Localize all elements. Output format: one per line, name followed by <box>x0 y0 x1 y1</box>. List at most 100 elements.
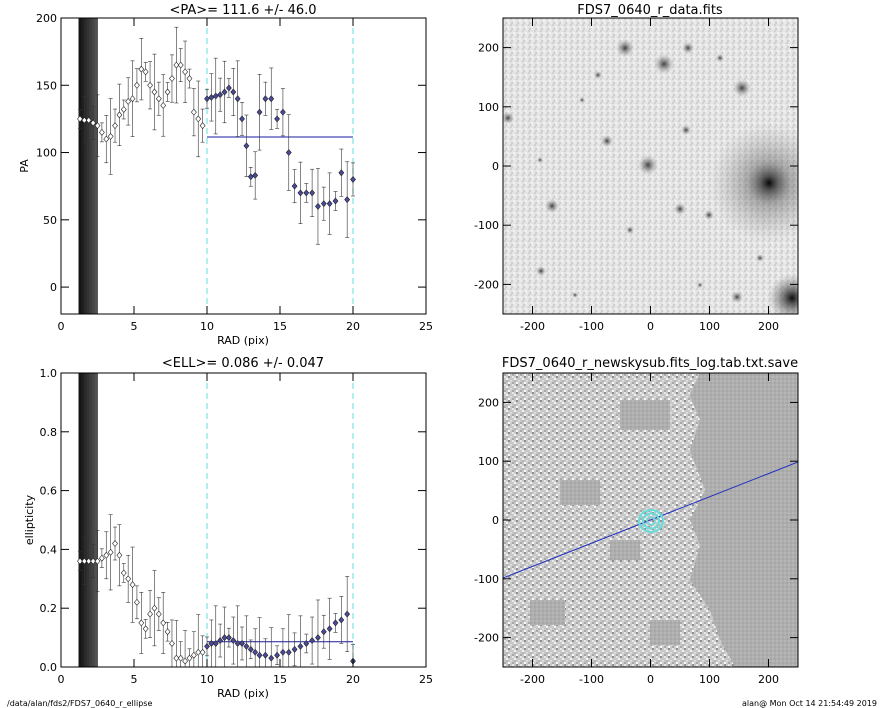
data-point <box>338 616 345 624</box>
data-point <box>303 640 310 647</box>
y-tick-label: -100 <box>474 573 499 586</box>
center-band <box>83 373 88 667</box>
data-point <box>326 200 333 208</box>
pa-direction-line <box>503 461 798 579</box>
y-tick-label: 0 <box>492 514 499 527</box>
bright-star <box>768 274 798 314</box>
data-point <box>90 557 97 565</box>
pa-y-ticks: 0 50 100 150 200 <box>36 12 426 294</box>
data-point <box>125 575 132 583</box>
data-point <box>297 189 304 197</box>
x-tick-label: 25 <box>419 673 433 686</box>
x-tick-label: 100 <box>699 320 720 333</box>
y-tick-label: 0 <box>492 160 499 173</box>
data-point <box>320 200 327 208</box>
data-point <box>164 88 171 96</box>
image-pixels <box>503 18 798 314</box>
data-point <box>190 651 197 659</box>
data-point <box>85 557 92 565</box>
data-point <box>112 540 118 547</box>
data-point <box>315 634 321 642</box>
data-point <box>147 81 153 89</box>
center-band <box>78 373 83 667</box>
data-point <box>173 61 180 69</box>
x-tick-label: 0 <box>647 320 654 333</box>
x-tick-label: 10 <box>200 320 214 333</box>
pa-axes-frame <box>60 17 427 315</box>
x-tick-label: 10 <box>200 673 214 686</box>
x-tick-label: 0 <box>58 320 65 333</box>
data-point <box>256 108 263 116</box>
x-tick-label: -200 <box>520 673 545 686</box>
data-point <box>112 122 118 130</box>
pa-y-label: PA <box>18 159 31 173</box>
data-point <box>221 88 228 96</box>
data-point <box>217 91 224 99</box>
data-point <box>309 189 316 197</box>
data-point <box>315 202 321 210</box>
ell-y-label: ellipticity <box>23 494 36 545</box>
data-point <box>134 81 140 89</box>
data-point <box>142 68 149 76</box>
data-point <box>234 640 241 647</box>
y-tick-label: 0.6 <box>40 485 58 498</box>
center-band <box>86 373 91 667</box>
data-point <box>320 628 327 636</box>
y-tick-label: 100 <box>478 101 499 114</box>
data-point <box>268 95 275 103</box>
data-point <box>226 634 232 642</box>
data-point <box>169 640 175 647</box>
data-point <box>125 97 132 105</box>
data-point <box>239 640 245 647</box>
center-band <box>91 18 96 314</box>
data-point <box>151 604 158 612</box>
data-point <box>129 95 136 103</box>
ell-panel: <ELL>= 0.086 +/- 0.047 0 5 10 15 20 25 0.0 0.2… <box>23 356 433 700</box>
ell-axes-frame <box>60 372 427 668</box>
data-point <box>81 116 88 124</box>
x-tick-label: 20 <box>346 673 360 686</box>
data-point <box>177 61 184 69</box>
data-point <box>199 122 206 130</box>
data-point <box>94 122 101 130</box>
data-point <box>332 619 339 627</box>
y-tick-label: 0.2 <box>40 602 58 615</box>
y-tick-label: 0 <box>50 281 57 294</box>
data-point <box>160 619 167 627</box>
center-band <box>83 18 88 314</box>
data-point <box>195 648 202 656</box>
data-point <box>303 189 310 197</box>
data-point <box>256 651 263 659</box>
footer-path: /data/alan/fds2/FDS7_0640_r_ellipse <box>7 699 153 708</box>
data-point <box>177 654 184 662</box>
ell-title: <ELL>= 0.086 +/- 0.047 <box>162 356 324 371</box>
y-tick-label: 200 <box>478 396 499 409</box>
y-tick-label: 100 <box>478 455 499 468</box>
data-point <box>326 625 333 633</box>
data-point <box>155 610 162 618</box>
y-tick-label: 0.0 <box>40 661 58 674</box>
mask-title: FDS7_0640_r_newskysub.fits_log.tab.txt.s… <box>502 356 798 371</box>
x-tick-label: 100 <box>699 673 720 686</box>
image-y-ticks: -200 -100 0 100 200 <box>474 42 798 291</box>
center-band <box>81 373 85 667</box>
masked-region <box>690 373 798 667</box>
data-point <box>103 135 110 143</box>
x-tick-label: 25 <box>419 320 433 333</box>
galaxy-core <box>747 161 791 205</box>
pa-x-ticks: 0 5 10 15 20 25 <box>58 18 433 333</box>
data-point <box>230 637 237 645</box>
x-tick-label: 15 <box>273 673 287 686</box>
x-tick-label: -200 <box>520 320 545 333</box>
y-tick-label: 1.0 <box>40 367 58 380</box>
y-tick-label: 150 <box>36 79 57 92</box>
data-point <box>268 654 275 662</box>
data-point <box>129 581 136 589</box>
data-point <box>107 548 114 556</box>
ell-plot-area <box>77 373 356 668</box>
pa-plot-area <box>77 18 356 314</box>
data-point <box>338 169 345 177</box>
data-point <box>134 598 140 606</box>
data-point <box>155 95 162 103</box>
